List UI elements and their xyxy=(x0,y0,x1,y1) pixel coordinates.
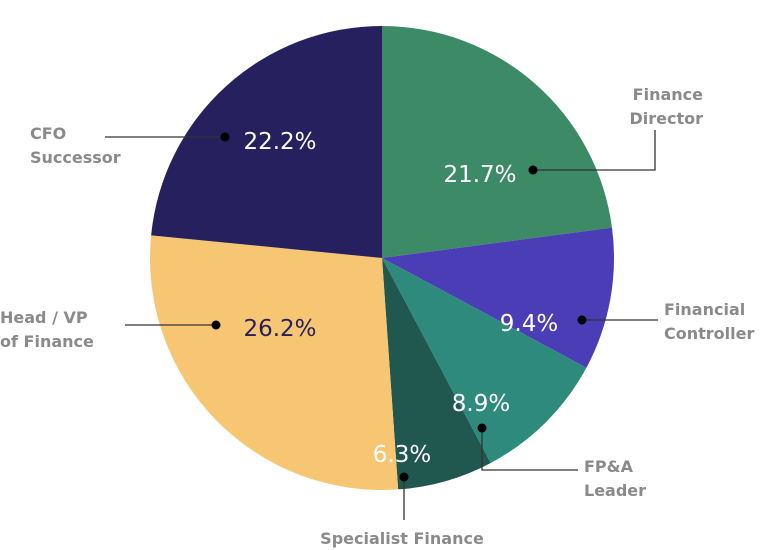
pie-slice-2 xyxy=(382,258,587,463)
category-label: Leader xyxy=(584,481,646,500)
pie-slice-5 xyxy=(151,26,382,258)
category-label: CFO xyxy=(30,124,66,143)
category-label: Financial xyxy=(664,300,745,319)
category-label: Successor xyxy=(30,148,121,167)
data-label: 8.9% xyxy=(452,391,510,417)
leader-dot xyxy=(477,423,487,433)
pie-slice-1 xyxy=(382,227,614,368)
data-label: 21.7% xyxy=(443,162,516,188)
category-label: of Finance xyxy=(0,332,94,351)
pie-slice-3 xyxy=(382,258,491,490)
category-label: Specialist Finance xyxy=(320,529,484,548)
data-label: 26.2% xyxy=(243,316,316,342)
leader-line xyxy=(533,130,656,171)
category-label: Head / VP xyxy=(0,308,88,327)
pie-slice-0 xyxy=(382,26,613,258)
leader-dot xyxy=(577,315,587,325)
leader-dot xyxy=(211,320,221,330)
category-label: FP&A xyxy=(584,457,634,476)
category-label: Finance xyxy=(633,85,703,104)
pie-slice-4 xyxy=(150,235,399,490)
data-label: 6.3% xyxy=(373,442,431,468)
data-label: 9.4% xyxy=(500,311,558,337)
data-label: 22.2% xyxy=(243,129,316,155)
leader-dot xyxy=(399,472,409,482)
leader-dot xyxy=(220,132,230,142)
leader-line xyxy=(481,428,578,471)
leader-dot xyxy=(528,165,538,175)
category-label: Director xyxy=(629,109,703,128)
category-label: Controller xyxy=(664,324,754,343)
